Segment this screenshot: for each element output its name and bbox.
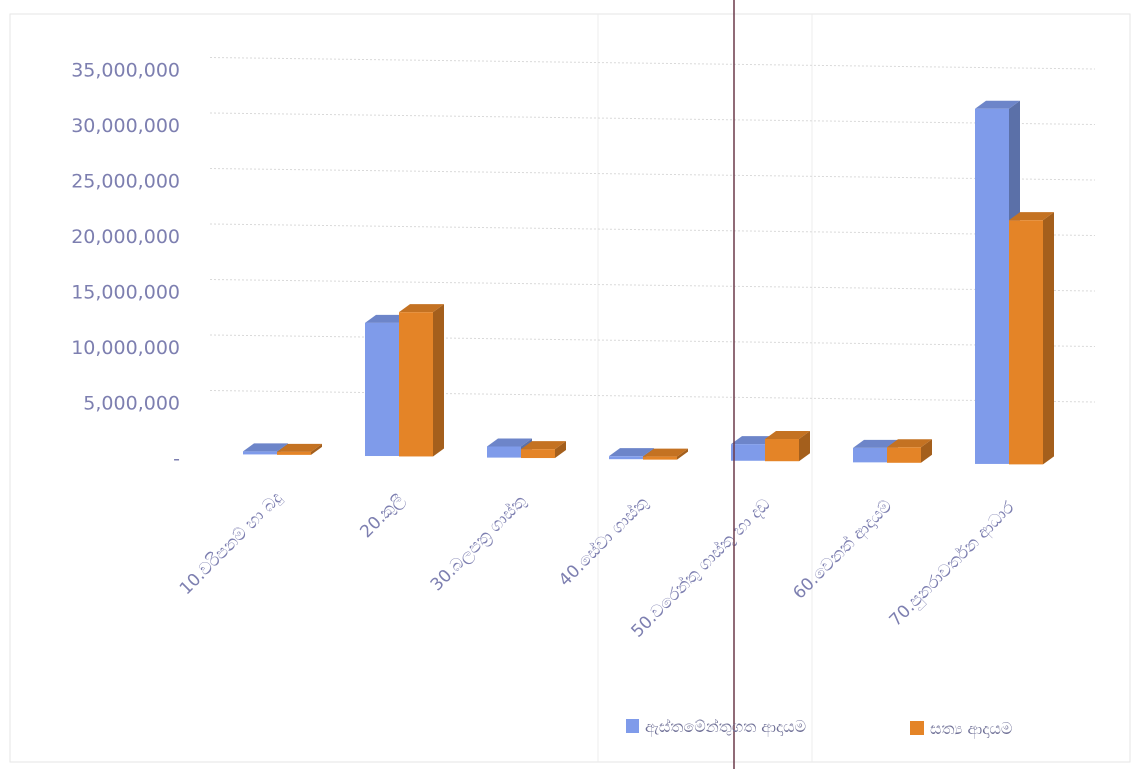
bar-top <box>765 431 810 440</box>
bar-front <box>887 447 921 463</box>
bar-top <box>853 439 898 448</box>
x-tick-label: 50.වරෙන්තු ගාස්තු හා දඩ <box>627 495 774 642</box>
bar-actual <box>1009 212 1054 465</box>
y-tick-label: 15,000,000 <box>71 282 180 304</box>
bar-top <box>643 448 688 457</box>
x-tick-label: 40.සේවා ගාස්තු <box>555 493 653 591</box>
bar-front <box>643 456 677 460</box>
bar-top <box>975 100 1020 109</box>
bar-top <box>731 436 776 445</box>
bar-side <box>677 448 688 460</box>
bar-actual <box>521 441 566 459</box>
y-tick-label: - <box>173 448 180 470</box>
y-tick-label: 20,000,000 <box>71 226 180 248</box>
gridline <box>209 279 1096 292</box>
bar-actual <box>277 443 322 455</box>
bar-side <box>555 441 566 459</box>
bar-front <box>277 451 311 455</box>
bar-side <box>433 304 444 457</box>
bar-actual <box>765 431 810 462</box>
gridline <box>209 57 1096 70</box>
bar-front <box>243 451 277 455</box>
bar-front <box>1009 220 1043 465</box>
bar-actual <box>887 439 932 463</box>
bar-top <box>1009 212 1054 221</box>
x-tick-label: 60.වෙනත් ආදායම් <box>789 496 897 604</box>
bar-front <box>399 312 433 457</box>
y-tick-label: 25,000,000 <box>71 171 180 193</box>
legend-label-actual: සත්‍ය ආදායම <box>930 719 1012 739</box>
bars <box>243 100 1054 465</box>
legend: ඇස්තමේන්තුගත ආදායම සත්‍ය ආදායම <box>626 717 1012 739</box>
bar-top <box>243 443 288 452</box>
bar-front <box>765 439 799 462</box>
bar-top <box>609 448 654 457</box>
x-tick-label: 30.බලපත්‍ර ගාස්තු <box>427 491 531 595</box>
chart-frame <box>9 13 1131 763</box>
y-tick-label: 30,000,000 <box>71 115 180 137</box>
bar-front <box>609 456 643 460</box>
legend-swatch-actual <box>910 721 924 735</box>
gridline <box>209 112 1096 126</box>
bar-top <box>277 443 322 452</box>
gridline <box>209 168 1096 181</box>
bar-front <box>521 449 555 459</box>
y-tick-label: 10,000,000 <box>71 337 180 359</box>
bar-front <box>853 447 887 463</box>
bar-top <box>365 314 410 323</box>
bar-front <box>731 444 765 461</box>
gridlines <box>209 57 1096 403</box>
x-tick-label: 10.වරිපනම් හා බදු <box>176 488 287 599</box>
bar-side <box>921 439 932 463</box>
bar-side <box>311 443 322 455</box>
bar-top <box>487 438 532 447</box>
gridline <box>209 390 1096 403</box>
bar-actual <box>399 304 444 457</box>
bar-top <box>521 441 566 450</box>
legend-swatch-estimated <box>626 719 639 733</box>
y-tick-label: 5,000,000 <box>83 393 180 415</box>
gridline <box>209 334 1096 348</box>
y-axis-ticks: - 5,000,000 10,000,000 15,000,000 20,000,000… <box>71 60 180 471</box>
bar-front <box>975 108 1009 464</box>
bar-front <box>487 446 521 458</box>
bar-side <box>799 431 810 462</box>
bar-top <box>399 304 444 313</box>
x-tick-label: 20.කුලී <box>356 490 408 542</box>
gridline <box>209 223 1096 237</box>
bar-top <box>887 439 932 448</box>
legend-label-estimated: ඇස්තමේන්තුගත ආදායම <box>645 717 806 737</box>
bar-actual <box>643 448 688 460</box>
bar-front <box>365 322 399 457</box>
y-tick-label: 35,000,000 <box>71 60 180 82</box>
bar-side <box>1043 212 1054 465</box>
x-tick-label: 70.පුනරාවර්තන ආධාර <box>886 497 1020 631</box>
